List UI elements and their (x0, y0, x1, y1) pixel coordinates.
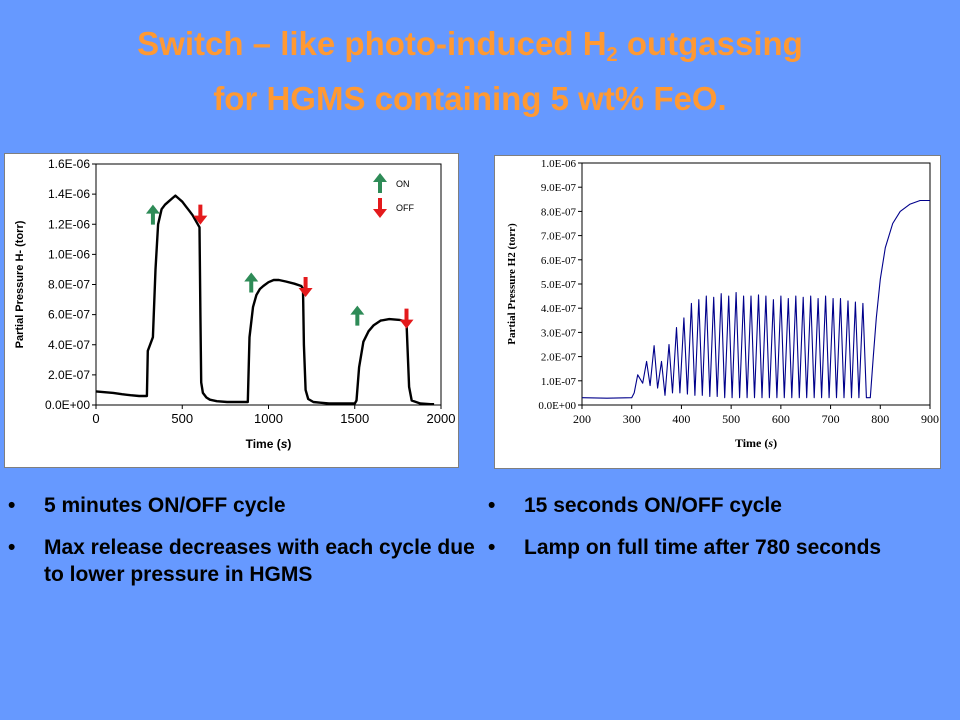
y-tick-label: 9.0E-07 (541, 182, 577, 194)
left-bullet-item: • 5 minutes ON/OFF cycle (6, 492, 476, 519)
series-line (95, 194, 435, 406)
bullet-text: 5 minutes ON/OFF cycle (44, 494, 286, 517)
bullet-dot: • (8, 536, 16, 559)
bullet-dot: • (8, 494, 16, 517)
x-axis-label: Time (s) (246, 437, 292, 451)
x-tick-label: 200 (573, 412, 591, 426)
x-tick-label: 300 (623, 412, 641, 426)
y-tick-label: 0.0E+00 (45, 398, 90, 412)
x-tick-label: 500 (171, 411, 193, 426)
bullet-text: 15 seconds ON/OFF cycle (524, 494, 782, 517)
right-bullet-item: • 15 seconds ON/OFF cycle (486, 492, 926, 519)
legend-off-label: OFF (396, 203, 414, 213)
x-tick-label: 2000 (427, 411, 456, 426)
left-bullet-item: • Max release decreases with each cycle d… (6, 534, 476, 588)
legend-off-arrow (373, 198, 387, 218)
left-chart: 0.0E+00 2.0E-07 4.0E-07 6.0E-07 8.0E-07 1.0E-… (14, 157, 456, 451)
y-tick-label: 2.0E-07 (48, 368, 90, 382)
legend-on-label: ON (396, 179, 410, 189)
left-bullet-list: • 5 minutes ON/OFF cycle • Max release dec… (6, 492, 476, 603)
y-tick-label: 3.0E-07 (541, 327, 577, 339)
on-marker-arrow (244, 272, 259, 293)
x-axis-label-end: ) (287, 437, 291, 451)
right-chart-panel: 0.0E+00 1.0E-07 2.0E-07 3.0E-07 4.0E-07 5.0E-… (494, 155, 941, 469)
x-tick-label: 1000 (254, 411, 283, 426)
y-tick-label: 1.6E-06 (48, 157, 90, 171)
off-marker-arrow (399, 308, 414, 329)
x-tick-label: 1500 (340, 411, 369, 426)
y-tick-label: 6.0E-07 (541, 255, 577, 267)
title-line1-end: outgassing (617, 25, 803, 62)
y-tick-label: 4.0E-07 (48, 338, 90, 352)
on-marker-arrow (350, 305, 365, 326)
right-bullet-item: • Lamp on full time after 780 seconds (486, 534, 926, 561)
x-tick-label: 900 (921, 412, 939, 426)
bullet-dot: • (488, 536, 496, 559)
x-tick-label: 700 (822, 412, 840, 426)
off-marker-arrow (298, 276, 313, 297)
y-tick-label: 1.0E-06 (541, 158, 577, 170)
y-axis-label: Partial Pressure H2 (torr) (506, 223, 518, 345)
y-tick-label: 5.0E-07 (541, 279, 577, 291)
y-tick-label: 0.0E+00 (538, 400, 576, 412)
title-line1-main: Switch – like photo-induced H (137, 25, 607, 62)
slide-title: Switch – like photo-induced H2 outgassin… (0, 22, 940, 121)
off-marker-arrow (193, 204, 208, 225)
y-tick-label: 1.4E-06 (48, 187, 90, 201)
x-axis-label: Time (s) (735, 436, 777, 450)
y-tick-label: 2.0E-07 (541, 352, 577, 364)
slide-title-line1: Switch – like photo-induced H2 outgassin… (0, 22, 940, 77)
y-tick-label: 1.0E-07 (541, 376, 577, 388)
x-axis-label-variable: s (767, 436, 773, 450)
y-tick-label: 8.0E-07 (541, 206, 577, 218)
y-tick-label: 8.0E-07 (48, 278, 90, 292)
x-axis-label-main: Time ( (735, 436, 768, 450)
bullet-text: Max release decreases with each cycle du… (44, 536, 475, 586)
right-chart: 0.0E+00 1.0E-07 2.0E-07 3.0E-07 4.0E-07 5.0E-… (506, 158, 939, 450)
x-axis-label-main: Time ( (246, 437, 281, 451)
y-tick-label: 4.0E-07 (541, 303, 577, 315)
y-tick-label: 7.0E-07 (541, 231, 577, 243)
x-tick-label: 400 (672, 412, 690, 426)
y-tick-label: 1.0E-06 (48, 247, 90, 261)
x-axis-label-end: ) (773, 436, 777, 450)
slide-title-line2: for HGMS containing 5 wt% FeO. (213, 80, 727, 117)
x-tick-label: 0 (92, 411, 99, 426)
x-tick-label: 500 (722, 412, 740, 426)
series-line (581, 199, 930, 399)
bullet-text: Lamp on full time after 780 seconds (524, 536, 882, 559)
x-tick-label: 600 (772, 412, 790, 426)
title-subscript: 2 (606, 44, 618, 66)
left-chart-panel: 0.0E+00 2.0E-07 4.0E-07 6.0E-07 8.0E-07 1.0E-… (4, 153, 459, 468)
on-marker-arrow (145, 204, 160, 225)
x-tick-label: 800 (871, 412, 889, 426)
y-axis-label: Partial Pressure H- (torr) (14, 220, 26, 348)
legend-on-arrow (373, 173, 387, 193)
x-axis-label-variable: s (281, 437, 288, 451)
y-tick-label: 6.0E-07 (48, 308, 90, 322)
y-tick-label: 1.2E-06 (48, 217, 90, 231)
bullet-dot: • (488, 494, 496, 517)
right-bullet-list: • 15 seconds ON/OFF cycle • Lamp on full t… (486, 492, 926, 576)
